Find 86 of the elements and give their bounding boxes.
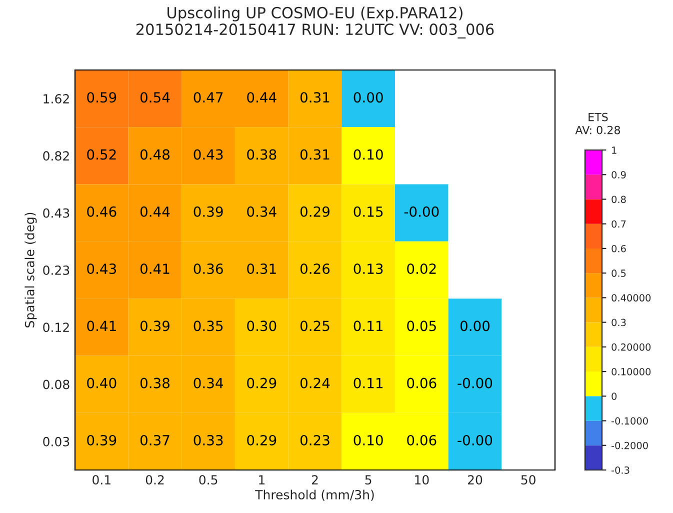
x-tick-label: 2 [312,475,318,484]
x-axis-title: Threshold (mm/3h) [255,490,374,501]
color-bar-label: 0.9 [612,171,626,178]
y-tick-label: 0.08 [43,380,70,390]
data-label: 0.29 [247,434,276,446]
y-tick-label: 1.62 [44,94,69,104]
color-bar-label: 0.3 [612,318,626,326]
y-axis-title: Spatial scale (deg) [24,212,37,328]
data-label: 0.43 [87,264,116,274]
data-label: 0.00 [354,92,383,103]
data-label: 0.48 [140,149,170,160]
color-bar-title: ETS [588,112,608,122]
data-label: 0.13 [354,264,383,274]
data-label: 0.02 [407,264,436,274]
data-label: 0.31 [300,92,330,103]
x-tick-label: 0.1 [92,475,110,485]
data-label: 0.31 [247,264,276,274]
data-label: 0.23 [300,434,330,446]
y-tick-label: 0.82 [43,151,69,161]
data-label: 0.30 [247,320,276,332]
y-tick-label: 0.12 [43,322,69,332]
data-label: 0.52 [87,149,116,160]
data-label: 0.33 [194,434,223,446]
data-label: 0.15 [354,206,383,217]
data-label: 0.10 [354,149,383,160]
x-tick-label: 0.5 [199,475,218,485]
data-label: 0.25 [300,320,330,332]
data-label: 0.40 [87,378,116,388]
data-label: 0.38 [247,149,276,160]
data-label: 0.41 [87,320,116,332]
color-bar-label: 1 [612,146,616,154]
data-label: 0.44 [140,206,170,217]
data-label: 0.06 [407,434,436,446]
data-label: 0.46 [87,206,116,217]
chart-title: Upscoling UP COSMO-EU (Exp.PARA12) [168,6,462,22]
data-label: 0.34 [247,206,276,217]
data-label: 0.11 [354,320,383,332]
text: AV: 0.28 [575,126,620,134]
data-label: 0.36 [194,264,223,274]
x-tick-label: 0.2 [146,475,164,485]
chart-subtitle: 20150214-20150417 RUN: 12UTC VV: 003_006 [136,24,494,38]
x-tick-label: 1 [259,475,264,484]
data-label: -0.00 [458,378,492,388]
data-label: 0.38 [140,378,170,388]
x-tick-label: 10 [415,475,429,485]
color-bar-label: 0.7 [612,220,626,228]
data-label: 0.47 [194,92,223,103]
data-label: 0.26 [300,264,330,274]
data-label: 0.31 [300,149,330,160]
data-label: 0.10 [354,434,383,446]
color-bar-label: 0.6 [612,244,626,252]
color-bar-label: -0.1000 [612,417,648,425]
data-label: 0.29 [300,206,330,217]
data-label: 0.41 [140,264,170,274]
color-bar-label: 0.5 [612,270,626,277]
color-bar-label: 0.10000 [612,368,651,376]
x-tick-label: 50 [521,475,536,485]
data-label: 0.05 [407,320,436,332]
data-label: 0.37 [140,434,170,446]
data-label: 0.06 [407,378,436,388]
data-label: 0.39 [194,206,223,217]
color-bar-label: 0.8 [612,196,626,204]
y-tick-label: 0.43 [43,208,70,218]
data-label: 0.59 [87,92,116,103]
data-label: 0.35 [194,320,223,332]
data-label: 0.11 [354,378,383,388]
data-label: 0.29 [247,378,276,388]
color-bar-label: -0.2000 [612,442,648,450]
color-bar-label: 0.20000 [612,343,651,351]
data-label: 0.43 [194,149,223,160]
data-label: 0.00 [460,320,490,332]
data-label: -0.00 [404,206,439,217]
y-tick-label: 0.23 [43,265,70,275]
data-label: 0.39 [140,320,170,332]
color-bar-label: 0 [612,392,617,400]
data-label: 0.44 [247,92,276,103]
x-tick-label: 5 [365,475,372,485]
data-label: 0.54 [140,92,170,103]
data-label: 0.39 [87,434,116,446]
color-bar-label: 0.40000 [612,294,651,302]
data-label: 0.34 [194,378,224,388]
data-label: -0.00 [458,434,492,446]
data-label: 0.24 [300,378,330,388]
x-tick-label: 20 [468,475,482,485]
y-tick-label: 0.03 [43,436,70,446]
color-bar-label: -0.3 [612,466,630,474]
